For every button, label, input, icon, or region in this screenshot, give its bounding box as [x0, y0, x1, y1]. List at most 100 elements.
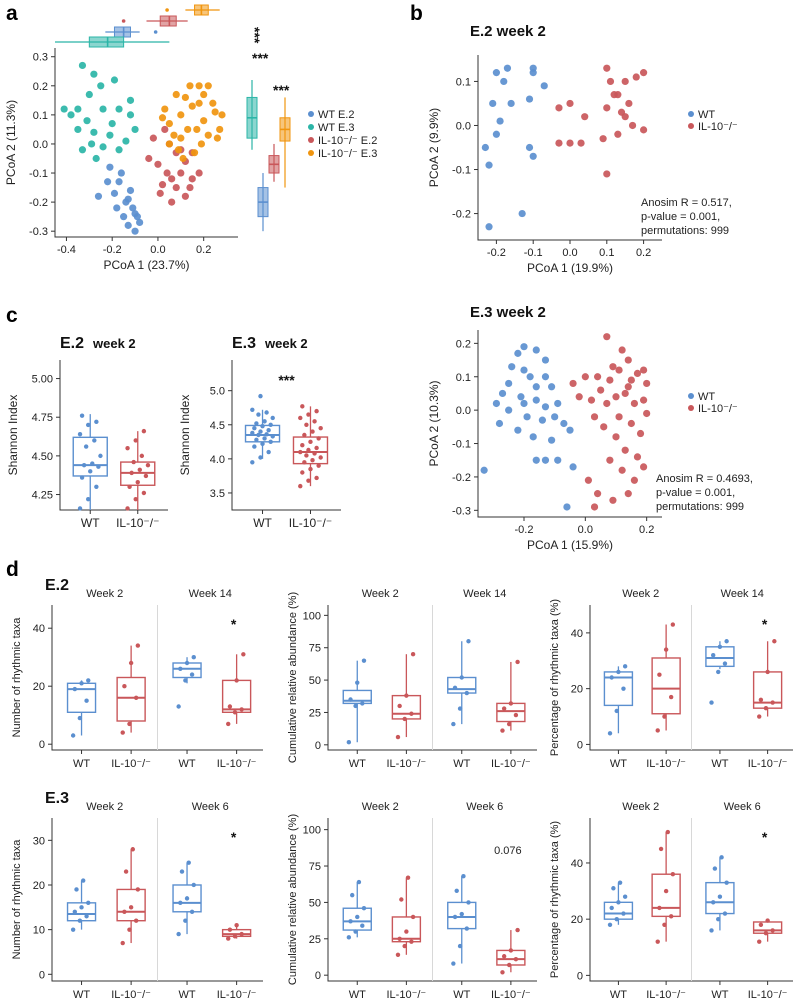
- y-axis-label: Cumulative relative abundance (%): [287, 592, 299, 763]
- marginal-box: [159, 15, 177, 27]
- rhythmic-point: [461, 874, 466, 879]
- shannon-point: [92, 438, 97, 443]
- rhythmic-point: [621, 686, 626, 691]
- rhythmic-point: [350, 892, 355, 898]
- data-point: [633, 369, 642, 378]
- axis-frame: [51, 605, 263, 751]
- chart-title: E.3: [232, 335, 256, 352]
- axis-frame: [477, 330, 662, 518]
- shannon-point: [77, 506, 83, 511]
- x-tick-label: IL-10⁻/⁻: [748, 758, 788, 770]
- shannon-point: [141, 428, 147, 434]
- y-axis-label: PCoA 2 (9.9%): [427, 108, 441, 187]
- data-point: [541, 403, 550, 411]
- data-point: [529, 152, 537, 160]
- data-point: [581, 113, 589, 121]
- rhythmic-point: [459, 675, 464, 680]
- y-tick-label: 100: [303, 610, 321, 622]
- data-point: [78, 146, 87, 154]
- rhythmic-point: [361, 658, 367, 663]
- data-point: [190, 149, 199, 157]
- rhythmic-point: [757, 939, 762, 944]
- x-tick-label: IL-10⁻/⁻: [289, 516, 332, 530]
- rhythmic-point: [232, 710, 238, 715]
- rhythmic-point: [395, 734, 401, 740]
- x-tick-label: WT: [711, 989, 728, 1001]
- shannon-point: [306, 447, 311, 453]
- shannon-point: [268, 422, 273, 427]
- rhythmic-point: [178, 666, 183, 671]
- chart-title-suffix: week 2: [92, 336, 136, 351]
- data-point: [555, 139, 563, 147]
- data-point: [554, 456, 562, 464]
- rhythmic-point: [120, 940, 125, 946]
- rhythmic-point: [724, 880, 729, 885]
- shannon-point: [254, 437, 259, 442]
- data-point: [92, 154, 100, 163]
- y-tick-label: 75: [309, 643, 321, 655]
- data-point: [625, 99, 633, 108]
- data-point: [627, 376, 635, 384]
- panel-b-e2-pcoa: -0.2 -0.1 0.0 0.1 0.2 -0.2 -0.1 0.0 0.1 PCoA 1 (1…: [427, 23, 738, 275]
- rhythmic-point: [133, 695, 139, 700]
- data-point: [599, 135, 607, 143]
- data-point: [640, 69, 648, 77]
- rhythmic-point: [459, 911, 464, 917]
- data-point: [628, 121, 637, 130]
- data-point: [216, 125, 224, 134]
- data-point: [117, 169, 125, 177]
- data-point: [540, 82, 548, 90]
- rhythmic-point: [670, 622, 676, 627]
- rhythmic-point: [127, 927, 132, 932]
- shannon-point: [308, 466, 313, 472]
- rhythmic-point: [81, 878, 86, 883]
- x-tick-label: IL-10⁻/⁻: [111, 758, 151, 770]
- rhythmic-point: [70, 733, 76, 738]
- shannon-point: [141, 490, 147, 496]
- x-tick-label: IL-10⁻/⁻: [646, 989, 686, 1001]
- rhythmic-point: [355, 680, 360, 685]
- data-point: [640, 126, 648, 134]
- rhythmic-point: [515, 659, 520, 665]
- data-point: [507, 99, 515, 108]
- y-tick-label: 0.0: [456, 120, 471, 132]
- shannon-point: [133, 496, 138, 502]
- data-point: [197, 140, 205, 148]
- data-point: [161, 105, 169, 113]
- shannon-point: [310, 458, 315, 463]
- rhythmic-point: [70, 927, 76, 932]
- data-point: [606, 77, 615, 86]
- rhythmic-point: [189, 909, 195, 914]
- marginal-outlier: [165, 8, 169, 12]
- data-point: [126, 96, 135, 104]
- shannon-point: [312, 451, 317, 456]
- data-point: [514, 349, 522, 357]
- axis-frame: [327, 605, 537, 751]
- axis-frame: [59, 360, 168, 511]
- data-point: [532, 383, 540, 391]
- rhythmic-point: [239, 931, 244, 937]
- shannon-point: [258, 429, 263, 434]
- y-axis-label: Shannon Index: [178, 395, 192, 476]
- rhythmic-point: [665, 829, 671, 835]
- legend-label: IL-10⁻/⁻: [698, 403, 738, 415]
- legend-swatch: [688, 405, 694, 411]
- rhythmic-point: [239, 707, 244, 712]
- rhythmic-point: [616, 669, 621, 675]
- chart-title: E.3 week 2: [470, 304, 546, 321]
- y-tick-label: 0.0: [456, 405, 471, 417]
- y-tick-label: 4.25: [32, 490, 53, 502]
- rhythmic-point: [464, 926, 469, 931]
- y-tick-label: 0: [39, 739, 45, 751]
- rhythmic-point: [451, 721, 456, 727]
- data-point: [204, 131, 212, 139]
- significance-marker: 0.076: [494, 845, 522, 857]
- shannon-point: [81, 462, 87, 468]
- y-tick-label: 10: [33, 925, 45, 937]
- data-point: [560, 419, 568, 428]
- shannon-point: [304, 422, 309, 427]
- rhythmic-point: [410, 914, 416, 920]
- rhythmic-point: [709, 700, 714, 705]
- data-point: [74, 125, 82, 134]
- facet-strip-label: Week 2: [622, 588, 659, 600]
